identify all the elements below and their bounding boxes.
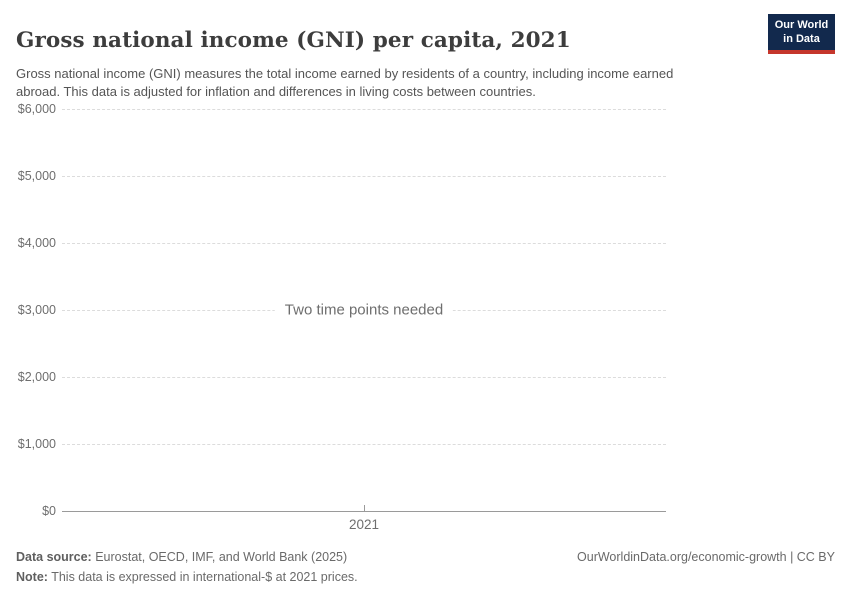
owid-logo-line2: in Data — [783, 32, 820, 45]
y-axis-tick-label: $4,000 — [17, 235, 56, 250]
y-axis-tick-label: $5,000 — [17, 168, 56, 183]
y-axis-tick-label: $6,000 — [17, 101, 56, 116]
owid-logo[interactable]: Our World in Data — [768, 14, 835, 54]
gridline — [62, 109, 666, 110]
y-axis-tick-label: $0 — [42, 503, 56, 518]
footer-note: Note: This data is expressed in internat… — [16, 569, 358, 585]
x-axis-line — [62, 511, 666, 512]
gridline — [62, 243, 666, 244]
y-axis-tick-label: $1,000 — [17, 436, 56, 451]
gridline — [62, 377, 666, 378]
footer-data-source: Data source: Eurostat, OECD, IMF, and Wo… — [16, 549, 347, 565]
owid-logo-line1: Our World — [774, 19, 829, 31]
y-axis-tick-label: $2,000 — [17, 369, 56, 384]
data-source-label: Data source: — [16, 550, 92, 564]
gridline — [62, 176, 666, 177]
note-text: This data is expressed in international-… — [47, 570, 358, 584]
note-label: Note: — [16, 570, 48, 584]
chart-title: Gross national income (GNI) per capita, … — [16, 28, 571, 54]
empty-state-message: Two time points needed — [274, 301, 454, 319]
x-axis-tick — [364, 505, 365, 511]
x-axis-tick-label: 2021 — [348, 517, 380, 532]
gridline — [62, 444, 666, 445]
y-axis-tick-label: $3,000 — [17, 302, 56, 317]
data-source-text: Eurostat, OECD, IMF, and World Bank (202… — [91, 550, 348, 564]
attribution-link[interactable]: OurWorldinData.org/economic-growth | CC … — [577, 550, 835, 564]
chart-subtitle: Gross national income (GNI) measures the… — [16, 66, 674, 99]
